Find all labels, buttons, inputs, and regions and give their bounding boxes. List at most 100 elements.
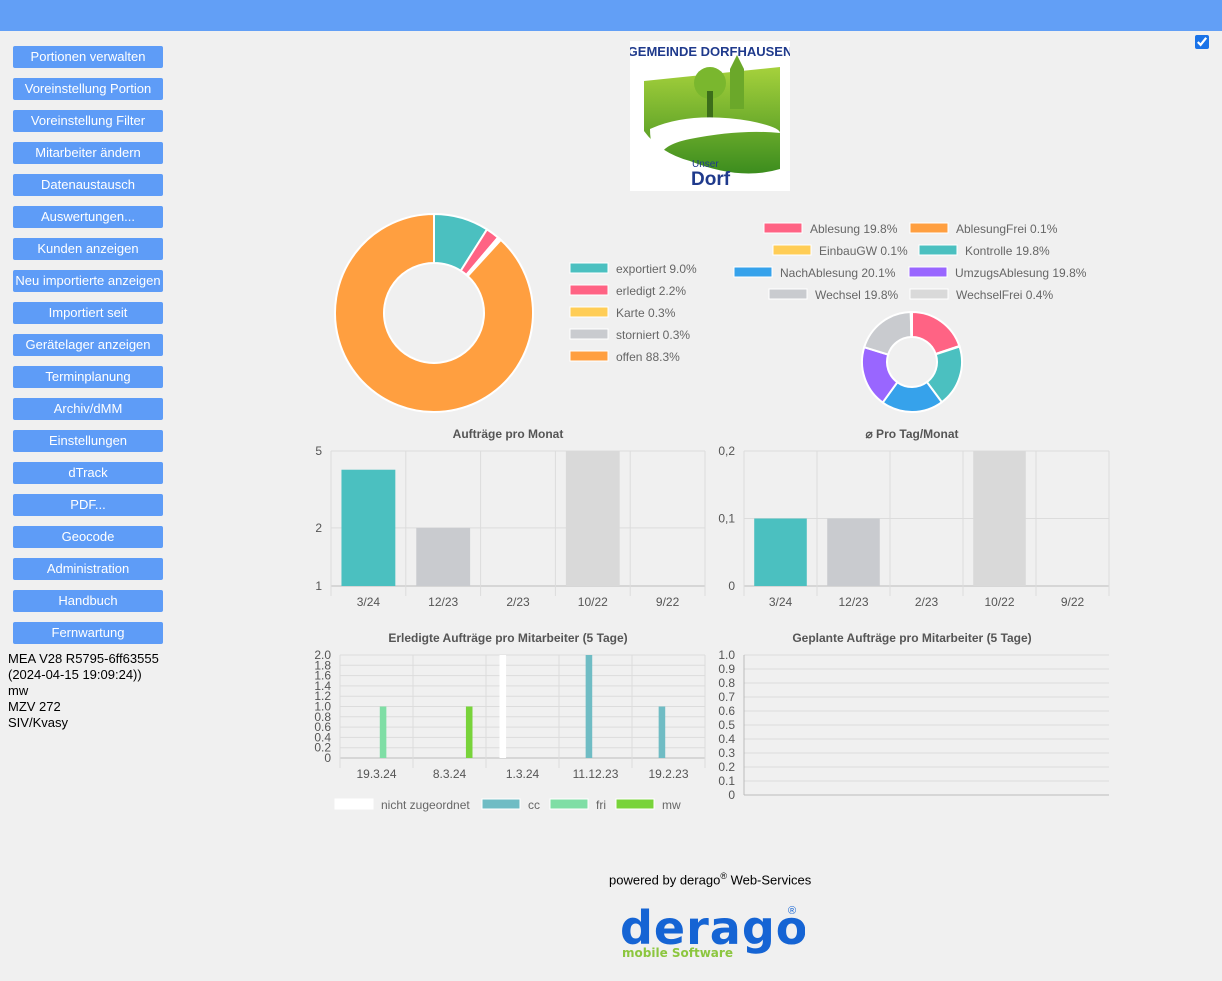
y-tick-label: 0.8 <box>718 676 735 690</box>
x-tick-label: 3/24 <box>357 595 381 609</box>
legend-label: nicht zugeordnet <box>381 798 470 812</box>
x-tick-label: 19.2.23 <box>648 767 688 781</box>
logo-dorf: Dorf <box>691 169 731 190</box>
bar <box>658 706 666 758</box>
legend-label: storniert 0.3% <box>616 328 690 342</box>
bar <box>585 655 593 758</box>
toggle-checkbox[interactable] <box>1195 35 1209 49</box>
legend-swatch <box>549 798 589 810</box>
legend-swatch <box>772 244 812 256</box>
sidebar-item-portionen-verwalten[interactable]: Portionen verwalten <box>13 46 163 68</box>
sidebar-item-geraetelager[interactable]: Gerätelager anzeigen <box>13 334 163 356</box>
x-tick-label: 19.3.24 <box>356 767 396 781</box>
sidebar-menu: Portionen verwalten Voreinstellung Porti… <box>13 46 163 654</box>
legend-label: offen 88.3% <box>616 350 680 364</box>
x-tick-label: 12/23 <box>428 595 458 609</box>
sidebar-item-datenaustausch[interactable]: Datenaustausch <box>13 174 163 196</box>
sidebar-item-pdf[interactable]: PDF... <box>13 494 163 516</box>
y-tick-label: 0.6 <box>718 704 735 718</box>
y-tick-label: 1.0 <box>718 648 735 662</box>
sidebar-item-fernwartung[interactable]: Fernwartung <box>13 622 163 644</box>
x-tick-label: 3/24 <box>769 595 793 609</box>
x-tick-label: 9/22 <box>1061 595 1085 609</box>
mzv-line: MZV 272 <box>8 699 61 714</box>
legend-label: EinbauGW 0.1% <box>819 244 908 258</box>
y-tick-label: 5 <box>315 444 322 458</box>
chart-title: Aufträge pro Monat <box>453 427 564 441</box>
x-tick-label: 1.3.24 <box>506 767 540 781</box>
legend-swatch <box>763 222 803 234</box>
legend-label: WechselFrei 0.4% <box>956 288 1053 302</box>
derago-subtitle: mobile Software <box>622 946 733 960</box>
bar <box>341 469 396 586</box>
bar <box>465 706 473 758</box>
legend-swatch <box>569 306 609 318</box>
y-tick-label: 0.5 <box>718 718 735 732</box>
chart-title: Erledigte Aufträge pro Mitarbeiter (5 Ta… <box>388 631 627 645</box>
sidebar-item-einstellungen[interactable]: Einstellungen <box>13 430 163 452</box>
legend-swatch <box>909 288 949 300</box>
municipality-logo: GEMEINDE DORFHAUSEN Unser Dorf <box>628 41 792 191</box>
powered-by-prefix: powered by derago <box>609 872 721 888</box>
legend-label: fri <box>596 798 606 812</box>
pie-slice <box>862 310 913 356</box>
sidebar-item-neu-importierte[interactable]: Neu importierte anzeigen <box>13 270 163 292</box>
y-tick-label: 0 <box>324 751 331 765</box>
legend-label: Wechsel 19.8% <box>815 288 898 302</box>
top-bar <box>0 0 1222 31</box>
powered-by: powered by derago® Web-Services <box>609 871 811 887</box>
legend-swatch <box>334 798 374 810</box>
legend-label: Ablesung 19.8% <box>810 222 898 236</box>
powered-by-reg: ® <box>720 871 727 881</box>
y-tick-label: 1.2 <box>314 689 331 703</box>
sidebar-item-terminplanung[interactable]: Terminplanung <box>13 366 163 388</box>
org-line: SIV/Kvasy <box>8 715 68 730</box>
y-tick-label: 0.2 <box>314 741 331 755</box>
x-tick-label: 10/22 <box>984 595 1014 609</box>
y-tick-label: 2 <box>315 521 322 535</box>
logo-title: GEMEINDE DORFHAUSEN <box>630 44 790 59</box>
y-tick-label: 0.7 <box>718 690 735 704</box>
legend-label: NachAblesung 20.1% <box>780 266 896 280</box>
bar <box>416 527 471 586</box>
y-tick-label: 0.4 <box>718 732 735 746</box>
legend-swatch <box>569 262 609 274</box>
version-line: MEA V28 R5795-6ff63555 <box>8 651 159 666</box>
legend-label: erledigt 2.2% <box>616 284 686 298</box>
sidebar-item-geocode[interactable]: Geocode <box>13 526 163 548</box>
sidebar-item-kunden-anzeigen[interactable]: Kunden anzeigen <box>13 238 163 260</box>
legend-label: Kontrolle 19.8% <box>965 244 1050 258</box>
sidebar-item-administration[interactable]: Administration <box>13 558 163 580</box>
derago-reg: ® <box>788 905 796 917</box>
pie-slice <box>909 310 913 339</box>
x-tick-label: 2/23 <box>506 595 530 609</box>
legend-swatch <box>569 350 609 362</box>
legend-swatch <box>733 266 773 278</box>
legend-label: exportiert 9.0% <box>616 262 697 276</box>
y-tick-label: 0.3 <box>718 746 735 760</box>
derago-logo[interactable]: derago ® mobile Software <box>620 900 805 962</box>
logo-unser: Unser <box>692 159 719 170</box>
sidebar-item-archiv[interactable]: Archiv/dMM <box>13 398 163 420</box>
bar <box>499 655 507 758</box>
x-tick-label: 8.3.24 <box>433 767 467 781</box>
y-tick-label: 0,1 <box>718 512 735 526</box>
y-tick-label: 0.8 <box>314 710 331 724</box>
build-date-line: (2024-04-15 19:09:24)) <box>8 667 142 682</box>
y-tick-label: 2.0 <box>314 648 331 662</box>
x-tick-label: 10/22 <box>578 595 608 609</box>
sidebar-item-dtrack[interactable]: dTrack <box>13 462 163 484</box>
sidebar-item-voreinstellung-portion[interactable]: Voreinstellung Portion <box>13 78 163 100</box>
y-tick-label: 0,2 <box>718 444 735 458</box>
legend-label: Karte 0.3% <box>616 306 676 320</box>
legend-swatch <box>918 244 958 256</box>
sidebar-item-importiert-seit[interactable]: Importiert seit <box>13 302 163 324</box>
y-tick-label: 1.6 <box>314 669 331 683</box>
sidebar-item-auswertungen[interactable]: Auswertungen... <box>13 206 163 228</box>
sidebar-item-handbuch[interactable]: Handbuch <box>13 590 163 612</box>
sidebar-item-voreinstellung-filter[interactable]: Voreinstellung Filter <box>13 110 163 132</box>
legend-label: cc <box>528 798 540 812</box>
bar <box>973 451 1026 586</box>
sidebar-item-mitarbeiter-aendern[interactable]: Mitarbeiter ändern <box>13 142 163 164</box>
